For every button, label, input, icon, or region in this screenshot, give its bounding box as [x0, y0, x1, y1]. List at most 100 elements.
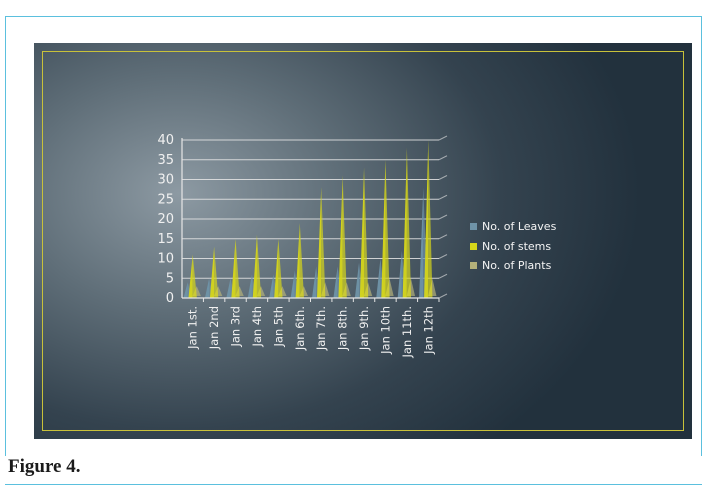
bar-1-7-right — [342, 175, 347, 298]
gridline-depth-5 — [438, 273, 448, 279]
bar-1-1-left — [209, 246, 215, 298]
bar-2-4-right — [282, 286, 287, 296]
y-tick-label: 25 — [157, 192, 174, 207]
legend-label-stems: No. of stems — [482, 239, 552, 253]
bar-0-4-left — [269, 274, 274, 298]
y-tick-label: 10 — [157, 252, 174, 267]
bar-0-9-left — [376, 258, 381, 298]
legend-item-leaves: No. of Leaves — [470, 217, 556, 237]
bar-1-6-right — [321, 187, 326, 298]
gridline-depth-40 — [438, 135, 448, 141]
axes — [181, 138, 440, 302]
bar-0-3-left — [247, 274, 252, 298]
x-tick-label: Jan 10th — [378, 306, 392, 355]
bar-1-11-right — [428, 140, 433, 298]
y-tick-label: 40 — [157, 133, 174, 148]
gridline-depth-15 — [438, 234, 448, 240]
legend-item-plants: No. of Plants — [470, 256, 556, 276]
y-axis-tick-labels: 0 5 10 15 20 25 30 35 40 — [157, 133, 174, 306]
gridline-depth-10 — [438, 254, 448, 259]
bar-0-6-left — [312, 266, 317, 298]
y-tick-label: 35 — [157, 153, 174, 168]
gridline-depth-0 — [438, 293, 448, 299]
bars — [183, 140, 437, 298]
bar-1-3-right — [256, 234, 262, 298]
bar-1-7-left — [338, 175, 343, 298]
gridline-depth-20 — [438, 214, 448, 220]
x-tick-label: Jan 9th. — [357, 306, 371, 351]
x-tick-label: Jan 3rd — [229, 306, 243, 348]
bar-0-10-right — [401, 250, 407, 298]
bar-2-10-right — [410, 278, 416, 296]
bar-1-0-right — [192, 254, 197, 298]
bar-1-0-left — [188, 254, 193, 298]
legend-item-stems: No. of stems — [470, 237, 556, 257]
bar-0-2-left — [226, 278, 231, 298]
bar-1-3-left — [252, 234, 257, 298]
bar-1-6-left — [317, 187, 322, 298]
bar-2-6-right — [325, 282, 330, 296]
bar-1-10-right — [406, 147, 412, 298]
bar-0-6-right — [316, 266, 321, 298]
figure-caption: Figure 4. — [8, 456, 81, 477]
bar-1-8-right — [364, 167, 369, 298]
bar-2-1-right — [218, 286, 223, 296]
bar-1-5-left — [295, 222, 300, 298]
bar-1-4-left — [274, 238, 279, 298]
bar-0-1-left — [204, 278, 210, 298]
legend-swatch-plants — [470, 262, 477, 270]
bar-1-11-left — [424, 140, 429, 298]
x-tick-label: Jan 8th. — [336, 306, 350, 351]
bar-1-2-left — [231, 238, 236, 298]
bar-1-4-right — [278, 238, 283, 298]
bar-2-7-right — [346, 282, 351, 296]
x-tick-label: Jan 1st. — [186, 306, 200, 350]
bar-0-0-left — [183, 282, 188, 298]
x-tick-label: Jan 2nd — [207, 306, 221, 350]
bar-1-1-right — [214, 246, 219, 298]
bar-1-9-left — [381, 159, 386, 298]
bar-2-0-right — [196, 286, 201, 296]
figure-frame — [5, 16, 702, 456]
x-tick-label: Jan 4th — [250, 306, 264, 348]
legend-label-plants: No. of Plants — [482, 259, 552, 273]
gridline-depth-25 — [438, 194, 448, 200]
slide-border — [42, 51, 684, 431]
bar-1-10-left — [402, 147, 407, 298]
y-tick-label: 30 — [157, 173, 174, 188]
figure-bottom-rule — [5, 484, 702, 485]
bar-2-5-right — [303, 286, 308, 296]
bar-0-10-left — [397, 250, 402, 298]
bar-1-9-right — [385, 159, 390, 298]
legend-swatch-leaves — [470, 223, 477, 231]
x-tick-label: Jan 7th. — [314, 306, 328, 351]
x-tick-label: Jan 12th — [421, 306, 435, 355]
bar-2-11-right — [432, 278, 437, 296]
gridline-depth-35 — [438, 155, 448, 161]
bar-0-5-left — [290, 270, 295, 298]
x-tick-label: Jan 11th. — [400, 306, 414, 358]
bar-0-9-right — [380, 258, 385, 298]
y-tick-label: 20 — [157, 212, 174, 227]
gridline-depth-30 — [438, 175, 448, 180]
bar-2-2-right — [239, 286, 244, 296]
y-tick-label: 0 — [166, 291, 174, 306]
legend-label-leaves: No. of Leaves — [482, 220, 557, 234]
bar-0-11-left — [419, 187, 424, 298]
chart-legend: No. of Leaves No. of stems No. of Plants — [470, 217, 556, 276]
x-tick-label: Jan 6th. — [293, 306, 307, 351]
bar-0-7-left — [333, 266, 338, 298]
bar-1-8-left — [359, 167, 365, 298]
bar-1-5-right — [299, 222, 304, 298]
y-tick-label: 15 — [157, 232, 174, 247]
legend-swatch-stems — [470, 242, 477, 250]
bar-2-8-right — [368, 282, 373, 296]
bar-2-9-right — [389, 278, 394, 296]
x-tick-label: Jan 5th — [271, 306, 285, 348]
bar-1-2-right — [235, 238, 240, 298]
x-axis-tick-labels: Jan 1st. Jan 2nd Jan 3rd Jan 4th Jan 5th Jan … — [186, 306, 436, 358]
bar-0-8-left — [354, 262, 360, 298]
bar-2-3-right — [260, 286, 266, 296]
y-tick-label: 5 — [166, 271, 174, 286]
